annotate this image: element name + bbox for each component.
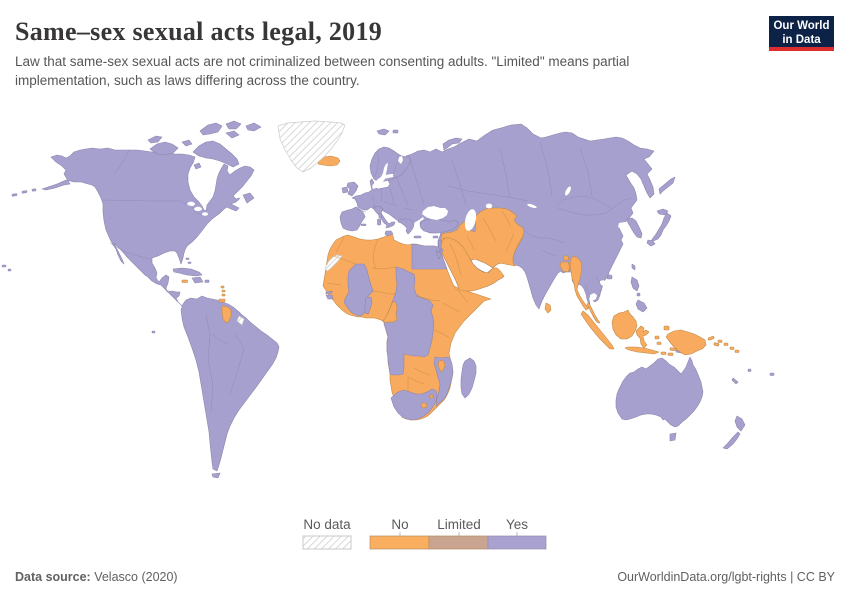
svg-text:No data: No data [303, 517, 351, 532]
svg-text:Limited: Limited [437, 517, 481, 532]
svg-text:Yes: Yes [506, 517, 528, 532]
svg-text:No: No [391, 517, 408, 532]
